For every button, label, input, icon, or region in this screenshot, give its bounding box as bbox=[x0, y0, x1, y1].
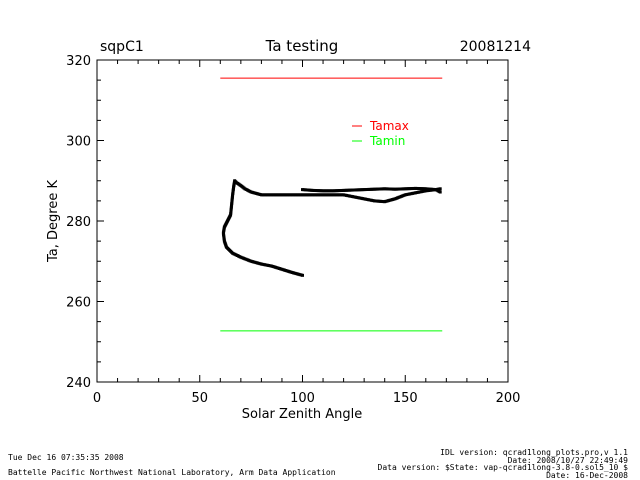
y-axis-label: Ta, Degree K bbox=[46, 180, 61, 263]
x-tick-label: 0 bbox=[93, 391, 101, 406]
x-tick-label: 50 bbox=[191, 391, 208, 406]
data-point bbox=[438, 190, 442, 194]
x-axis-label: Solar Zenith Angle bbox=[242, 407, 362, 422]
chart-title: Ta testing bbox=[265, 37, 339, 55]
legend-tamax-label: Tamax bbox=[369, 119, 409, 133]
y-tick-labels: 240 260 280 300 320 bbox=[66, 54, 91, 391]
site-label: sqpC1 bbox=[100, 39, 144, 55]
y-tick-label: 280 bbox=[66, 215, 91, 230]
footer-lab: Battelle Pacific Northwest National Labo… bbox=[8, 468, 336, 477]
x-tick-label: 100 bbox=[290, 391, 315, 406]
footer-data-version: Data version: $State: vap-qcrad1long-3.8… bbox=[378, 463, 629, 472]
data-point bbox=[438, 187, 442, 191]
footer-code-date: Date: 2008/10/27 22:49:49 bbox=[508, 456, 629, 465]
date-label: 20081214 bbox=[460, 39, 531, 55]
x-tick-label: 150 bbox=[393, 391, 418, 406]
y-tick-label: 320 bbox=[66, 54, 91, 69]
legend-tamin-label: Tamin bbox=[369, 134, 405, 148]
y-tick-label: 260 bbox=[66, 296, 91, 311]
axis-ticks bbox=[96, 59, 509, 383]
legend: Tamax Tamin bbox=[352, 119, 409, 148]
x-tick-labels: 0 50 100 150 200 bbox=[93, 391, 521, 406]
series-layer bbox=[220, 77, 443, 332]
footer-idl-version: IDL version: qcrad1long_plots.pro,v 1.1 bbox=[440, 448, 628, 457]
plot-area bbox=[96, 59, 509, 383]
footer-data-date: Date: 16-Dec-2008 bbox=[546, 471, 628, 480]
x-tick-label: 200 bbox=[496, 391, 521, 406]
footer-timestamp: Tue Dec 16 07:35:35 2008 bbox=[8, 453, 124, 462]
y-tick-label: 240 bbox=[66, 376, 91, 391]
y-tick-label: 300 bbox=[66, 135, 91, 150]
